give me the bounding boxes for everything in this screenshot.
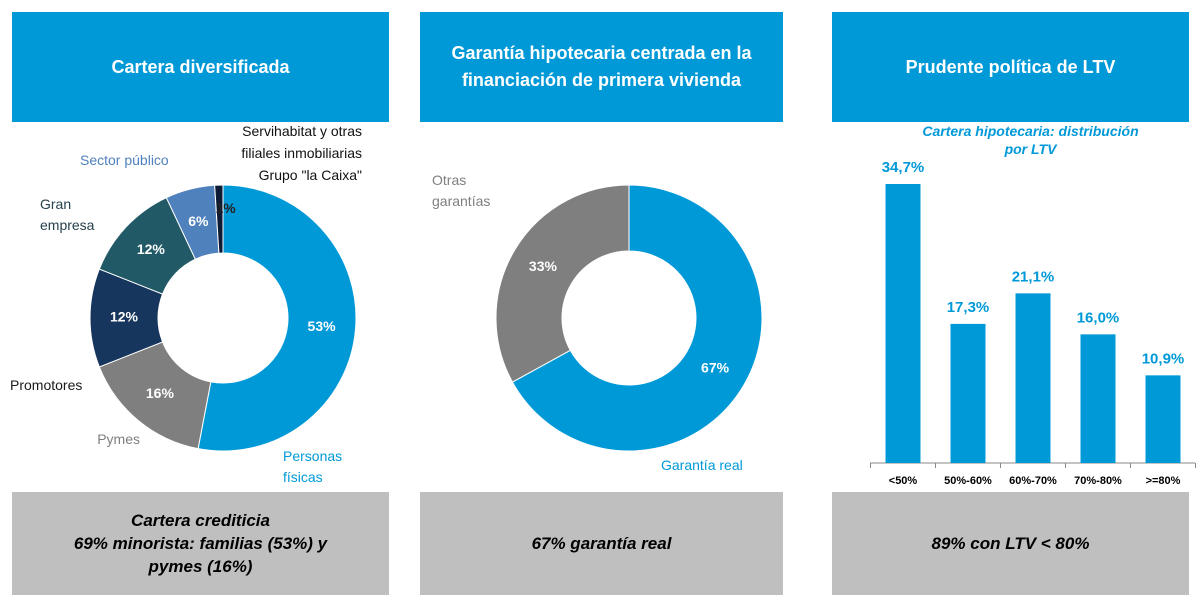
donut-slice (214, 184, 224, 254)
x-tick-label: 50%-60% (944, 475, 992, 487)
panel-header: Garantía hipotecaria centrada en la fina… (420, 12, 783, 122)
slice-label: 12% (137, 241, 166, 257)
panel-footer: Cartera crediticia 69% minorista: famili… (12, 492, 389, 595)
donut-slice (197, 184, 357, 452)
slice-label: 1% (215, 200, 236, 216)
panel-header: Cartera diversificada (12, 12, 389, 122)
slice-label: 53% (308, 318, 337, 334)
category-label: Gran empresa (40, 196, 95, 233)
slice-label: 12% (110, 309, 139, 325)
bar-value-label: 21,1% (1012, 268, 1055, 285)
x-tick-label: >=80% (1146, 475, 1181, 487)
x-tick-label: 70%-80% (1074, 475, 1122, 487)
slice-label: 33% (529, 258, 558, 274)
bar (950, 323, 986, 463)
category-label: Pymes (97, 431, 140, 447)
bar-value-label: 34,7% (882, 159, 925, 176)
donut-slice (511, 184, 763, 452)
category-label: Otras garantías (432, 172, 491, 209)
category-label: Promotores (10, 377, 83, 393)
x-tick-label: 60%-70% (1009, 475, 1057, 487)
panel-header: Prudente política de LTV (832, 12, 1189, 122)
bar-value-label: 16,0% (1077, 309, 1120, 326)
bar (1080, 334, 1116, 463)
panel-footer: 89% con LTV < 80% (832, 492, 1189, 595)
bar-value-label: 17,3% (947, 299, 990, 316)
bar (1145, 375, 1181, 463)
panel-footer: 67% garantía real (420, 492, 783, 595)
x-tick-label: <50% (889, 475, 918, 487)
category-label: Servihabitat y otras filiales inmobiliar… (241, 123, 362, 183)
bar (1015, 293, 1051, 463)
bar (885, 184, 921, 463)
bar-value-label: 10,9% (1142, 350, 1185, 367)
donut-slice (495, 184, 630, 383)
category-label: Garantía real (661, 457, 743, 473)
slice-label: 67% (701, 360, 730, 376)
chart-title: Cartera hipotecaria: distribución por LT… (922, 123, 1139, 157)
category-label: Sector público (80, 152, 169, 168)
category-label: Personas físicas (283, 448, 343, 485)
slice-label: 6% (188, 213, 209, 229)
slice-label: 16% (146, 385, 175, 401)
